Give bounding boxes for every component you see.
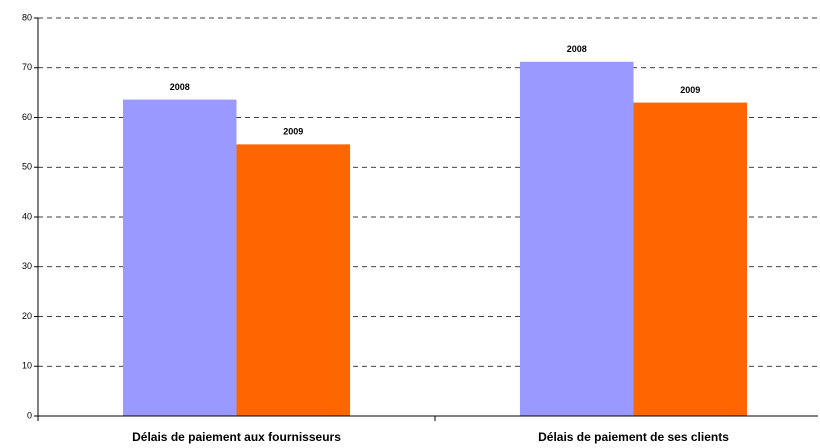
data-label: 2008 <box>170 82 190 92</box>
x-tick-label: Délais de paiement de ses clients <box>538 430 729 444</box>
y-tick-label: 80 <box>22 12 32 22</box>
y-tick-label: 50 <box>22 162 32 172</box>
x-tick-label: Délais de paiement aux fournisseurs <box>132 430 341 444</box>
data-label: 2009 <box>283 127 303 137</box>
y-tick-label: 20 <box>22 311 32 321</box>
data-label: 2008 <box>567 44 587 54</box>
y-tick-label: 70 <box>22 62 32 72</box>
bar <box>122 99 237 416</box>
y-tick-label: 30 <box>22 261 32 271</box>
y-tick-label: 60 <box>22 112 32 122</box>
bar <box>633 102 748 416</box>
data-label: 2009 <box>680 85 700 95</box>
y-tick-label: 40 <box>22 211 32 221</box>
bar <box>236 144 351 417</box>
y-tick-label: 10 <box>22 361 32 371</box>
bar <box>519 61 634 416</box>
y-tick-label: 0 <box>27 410 32 420</box>
